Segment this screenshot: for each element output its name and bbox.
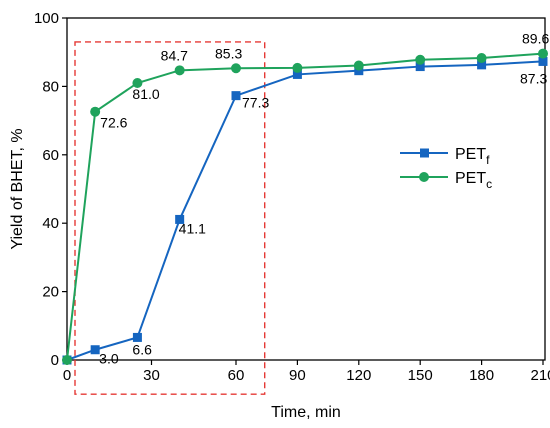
x-tick-label: 180 bbox=[469, 367, 494, 384]
data-point-square bbox=[292, 69, 302, 79]
data-point-square bbox=[538, 56, 548, 66]
y-ticks: 0 20 40 60 80 100 bbox=[34, 10, 67, 369]
x-ticks: 0 30 60 90 120 150 180 210 bbox=[63, 360, 550, 384]
series-layer bbox=[62, 48, 548, 365]
legend-name: PET bbox=[455, 170, 486, 187]
data-label: 77.3 bbox=[242, 95, 269, 111]
data-labels: 3.0 6.6 41.1 77.3 87.3 72.6 81.0 84.7 85.3 89.6 bbox=[99, 31, 549, 367]
data-point-circle bbox=[174, 65, 185, 76]
data-label: 41.1 bbox=[179, 220, 206, 236]
data-point-circle bbox=[538, 48, 548, 59]
legend-subscript: f bbox=[486, 153, 490, 167]
legend-label: PETf bbox=[455, 146, 490, 167]
x-tick-label: 120 bbox=[346, 367, 371, 384]
y-tick-label: 60 bbox=[42, 147, 59, 164]
data-label: 3.0 bbox=[99, 351, 119, 367]
x-tick-label: 90 bbox=[289, 367, 306, 384]
data-point-square bbox=[175, 214, 185, 224]
series-line-1 bbox=[66, 52, 544, 361]
data-point-circle bbox=[476, 53, 487, 64]
legend-name: PET bbox=[455, 146, 486, 163]
series-line-0 bbox=[66, 60, 544, 361]
data-label: 89.6 bbox=[522, 31, 549, 47]
plot-frame bbox=[66, 17, 546, 361]
highlight-box bbox=[74, 41, 266, 395]
y-axis-title: Yield of BHET, % bbox=[9, 128, 26, 249]
y-tick-label: 100 bbox=[34, 10, 59, 27]
y-tick-label: 40 bbox=[42, 215, 59, 232]
legend-subscript: c bbox=[486, 177, 492, 191]
x-tick-label: 60 bbox=[228, 367, 245, 384]
data-point-circle bbox=[90, 106, 101, 117]
data-point-square bbox=[132, 332, 142, 342]
data-label: 72.6 bbox=[100, 115, 127, 131]
data-label: 85.3 bbox=[215, 45, 242, 61]
data-point-circle bbox=[292, 62, 303, 73]
data-point-square bbox=[477, 60, 487, 70]
data-point-square bbox=[90, 345, 100, 355]
data-point-square bbox=[415, 62, 425, 72]
axes bbox=[66, 17, 546, 361]
data-point-square bbox=[231, 91, 241, 101]
data-point-circle bbox=[132, 77, 143, 88]
x-tick-label: 150 bbox=[408, 367, 433, 384]
data-point-circle bbox=[231, 63, 241, 74]
data-point-circle bbox=[62, 355, 72, 365]
data-point-circle bbox=[353, 60, 364, 71]
y-tick-label: 80 bbox=[42, 78, 59, 95]
data-label: 87.3 bbox=[520, 70, 547, 86]
data-point-circle bbox=[415, 54, 426, 65]
x-tick-label: 30 bbox=[143, 367, 160, 384]
legend-marker-circle bbox=[419, 172, 429, 182]
y-tick-label: 0 bbox=[51, 352, 59, 369]
data-label: 84.7 bbox=[161, 47, 188, 63]
y-tick-label: 20 bbox=[42, 284, 59, 301]
x-tick-label: 0 bbox=[63, 367, 71, 384]
data-label: 81.0 bbox=[132, 86, 159, 102]
legend-label: PETc bbox=[455, 170, 492, 191]
legend-marker-square bbox=[420, 148, 429, 158]
x-axis-title: Time, min bbox=[271, 404, 341, 421]
x-tick-label: 210 bbox=[530, 367, 550, 384]
data-label: 6.6 bbox=[132, 341, 152, 357]
data-point-square bbox=[354, 66, 364, 76]
